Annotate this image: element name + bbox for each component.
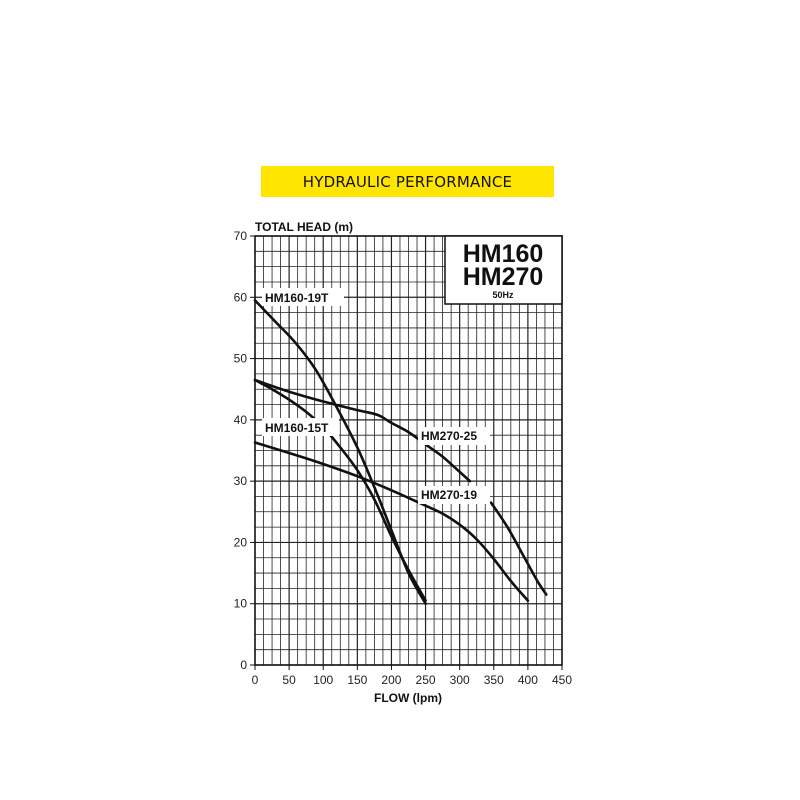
plot-frame bbox=[254, 235, 563, 666]
chart-curves bbox=[253, 299, 548, 605]
label-bg-hm270-25 bbox=[418, 427, 490, 445]
y-tick-label: 70 bbox=[234, 229, 248, 243]
x-tick-label: 150 bbox=[347, 673, 367, 687]
x-tick-label: 300 bbox=[450, 673, 470, 687]
x-tick-label: 400 bbox=[518, 673, 538, 687]
label-bg-hm160-15t bbox=[262, 418, 339, 436]
y-tick-label: 60 bbox=[234, 290, 248, 304]
x-axis-title: FLOW (lpm) bbox=[374, 691, 442, 705]
series-label-hm270-19: HM270-19 bbox=[421, 488, 477, 502]
model-line-2: HM270 bbox=[463, 263, 544, 291]
curve-hm270-25-4 bbox=[489, 501, 548, 596]
curve-hm160-15t-1 bbox=[253, 378, 427, 602]
model-line-1: HM160 bbox=[463, 240, 544, 268]
x-tick-label: 450 bbox=[552, 673, 572, 687]
model-box bbox=[444, 235, 563, 305]
y-tick-label: 20 bbox=[234, 535, 248, 549]
y-axis-title: TOTAL HEAD (m) bbox=[255, 220, 353, 234]
y-tick-label: 0 bbox=[240, 658, 247, 672]
model-frequency: 50Hz bbox=[492, 290, 514, 300]
chart-title: HYDRAULIC PERFORMANCE bbox=[302, 172, 513, 191]
x-tick-label: 100 bbox=[313, 673, 333, 687]
y-tick-label: 50 bbox=[234, 352, 248, 366]
series-label-hm160-19t: HM160-19T bbox=[265, 291, 329, 305]
x-tick-label: 250 bbox=[416, 673, 436, 687]
chart-ticks: 0 50 100 150 200 250 300 350 400 450 0 10 20 30 40 50 60… bbox=[234, 229, 573, 687]
x-tick-label: 50 bbox=[282, 673, 296, 687]
y-tick-label: 10 bbox=[234, 597, 248, 611]
x-tick-label: 200 bbox=[381, 673, 401, 687]
curve-hm270-25-2 bbox=[253, 378, 472, 483]
chart-title-banner: HYDRAULIC PERFORMANCE bbox=[261, 166, 554, 197]
x-tick-label: 0 bbox=[252, 673, 259, 687]
x-tick-label: 350 bbox=[484, 673, 504, 687]
chart-grid bbox=[254, 235, 563, 666]
label-bg-hm160-19t bbox=[262, 288, 344, 306]
curve-hm270-19-3 bbox=[253, 441, 530, 602]
series-label-hm160-15t: HM160-15T bbox=[265, 421, 329, 435]
label-bg-hm270-19 bbox=[418, 486, 490, 504]
y-tick-label: 40 bbox=[234, 413, 248, 427]
y-tick-label: 30 bbox=[234, 474, 248, 488]
series-label-hm270-25: HM270-25 bbox=[421, 429, 477, 443]
